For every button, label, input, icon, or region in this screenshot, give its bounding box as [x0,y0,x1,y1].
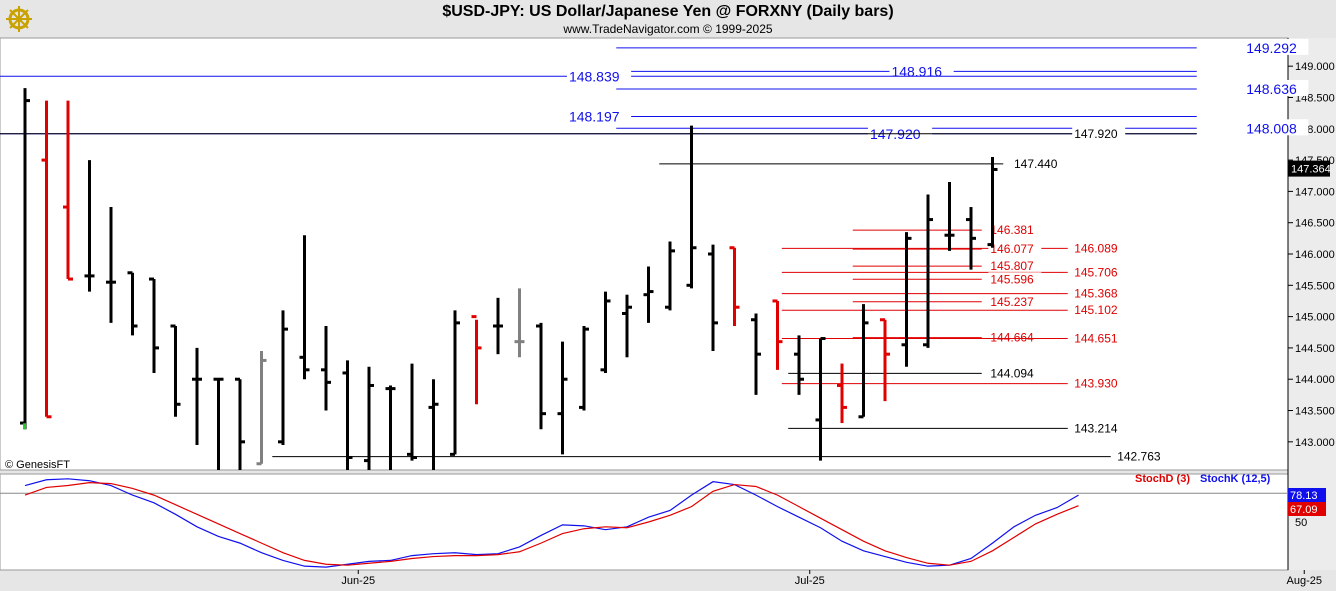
stoch-k-line [24,478,1079,568]
chart-title: $USD-JPY: US Dollar/Japanese Yen @ FORXN… [442,3,894,20]
level-label-bg [988,223,1042,237]
last-price-label: 147.364 [1291,164,1331,176]
y-tick-label: 146.500 [1295,218,1335,230]
y-tick-label: 147.000 [1295,186,1335,198]
level-label: 143.930 [1074,377,1118,391]
y-tick-label: 144.500 [1295,343,1335,355]
level-label-bg [1012,156,1065,170]
level-label-bg [1072,421,1126,435]
level-label: 148.916 [891,63,942,79]
level-label-bg [988,366,1042,380]
level-label-bg [1072,331,1126,345]
y-tick-label: 146.000 [1295,249,1335,261]
y-tick-label: 145.000 [1295,312,1335,324]
y-tick-label: 143.000 [1295,437,1335,449]
level-label: 146.077 [990,242,1034,256]
level-label: 144.094 [990,366,1034,380]
y-tick-label: 144.000 [1295,374,1335,386]
oscillator-tick-label: 50 [1295,517,1307,529]
last-price-box [1288,160,1330,177]
level-label: 145.368 [1074,287,1118,301]
level-label: 148.197 [569,108,620,124]
level-label-bg [988,259,1042,273]
copyright-text: www.TradeNavigator.com © 1999-2025 [563,22,773,36]
level-label-bg [867,124,933,141]
y-tick-label: 143.500 [1295,406,1335,418]
level-label-bg [988,272,1042,286]
level-label-bg [1072,286,1126,300]
level-label: 142.763 [1117,450,1161,464]
level-label-bg [988,330,1042,344]
level-label: 145.807 [990,259,1034,273]
x-axis-label: Jun-25 [341,575,375,587]
y-tick-label: 149.000 [1295,61,1335,73]
level-label-bg [1072,376,1126,390]
level-label: 143.214 [1074,421,1118,435]
oscillator-panel [0,473,1289,571]
y-tick-label: 145.500 [1295,280,1335,292]
stoch-d-last-value: 67.09 [1290,504,1318,516]
x-axis-label: Aug-25 [1287,575,1322,587]
level-label-bg [566,107,632,124]
level-label-bg [1072,265,1126,279]
level-label: 147.920 [1074,127,1118,141]
level-label-bg [988,242,1042,256]
level-label-bg [1072,126,1126,140]
level-label-bg [988,294,1042,308]
legend-stoch-d: StochD (3) [1135,473,1190,485]
x-axis-label: Jul-25 [795,575,825,587]
genesis-watermark: © GenesisFT [5,459,70,471]
legend-stoch-k: StochK (12,5) [1200,473,1271,485]
level-label-bg [1115,449,1169,463]
ship-wheel-logo-icon [6,6,32,32]
level-label: 144.651 [1074,331,1118,345]
level-label: 149.292 [1246,40,1297,56]
level-label: 146.089 [1074,241,1118,255]
level-label: 145.596 [990,272,1034,286]
level-label: 145.237 [990,295,1034,309]
up-marker [23,423,26,430]
level-label-bg [1244,38,1309,55]
stoch-k-last-box [1288,488,1326,502]
level-label: 148.636 [1246,81,1297,97]
level-label-bg [889,62,954,79]
level-label: 144.664 [990,331,1034,345]
stoch-d-line [24,482,1079,566]
stoch-k-last-value: 78.13 [1290,490,1318,502]
level-label: 148.008 [1246,120,1297,136]
level-label: 145.706 [1074,265,1118,279]
level-label-bg [1072,241,1126,255]
level-label-bg [1244,79,1309,96]
level-label: 147.440 [1014,157,1058,171]
level-label-bg [1244,119,1309,136]
level-label: 148.839 [569,68,620,84]
level-label: 145.102 [1074,303,1118,317]
level-label: 146.381 [990,223,1034,237]
level-label-bg [1072,303,1126,317]
stoch-d-last-box [1288,502,1326,516]
level-label-bg [566,67,632,84]
